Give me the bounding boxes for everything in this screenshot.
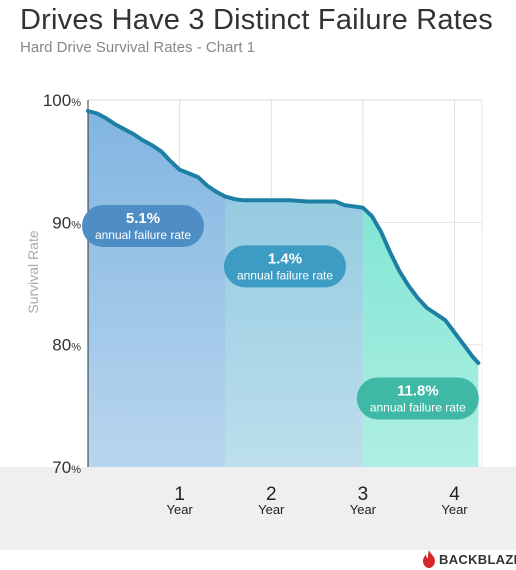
- brand-logo: BACKBLAZE: [422, 550, 516, 568]
- x-tick-unit: Year: [166, 502, 193, 517]
- chart-title: Drives Have 3 Distinct Failure Rates: [20, 4, 493, 36]
- region-label-pill-1: [81, 205, 204, 248]
- x-tick-number: 4: [449, 484, 460, 505]
- region-rate-sublabel: annual failure rate: [95, 228, 191, 242]
- flame-icon: [423, 550, 435, 568]
- y-tick-label: 70%: [52, 458, 81, 477]
- region-label-pill-2: [224, 245, 346, 288]
- chart-subtitle: Hard Drive Survival Rates - Chart 1: [20, 39, 256, 56]
- region-rate-sublabel: annual failure rate: [370, 400, 466, 414]
- x-tick-unit: Year: [258, 502, 285, 517]
- x-tick-number: 2: [266, 484, 277, 505]
- y-tick-label: 90%: [52, 213, 81, 232]
- y-tick-label: 80%: [52, 336, 81, 355]
- x-axis-band: [0, 467, 516, 550]
- y-axis-label: Survival Rate: [25, 230, 41, 313]
- region-rate-label: 11.8%: [397, 382, 439, 399]
- brand-name: BACKBLAZE: [439, 551, 516, 567]
- region-rate-label: 5.1%: [126, 210, 160, 227]
- x-tick-unit: Year: [350, 502, 377, 517]
- x-tick-number: 1: [174, 484, 185, 505]
- y-tick-labels: 100% 90% 80% 70%: [43, 91, 81, 477]
- x-tick-unit: Year: [441, 502, 468, 517]
- region-rate-sublabel: annual failure rate: [237, 268, 333, 282]
- series-lines: [86, 109, 481, 365]
- survival-line: [86, 109, 481, 365]
- y-tick-label: 100%: [43, 91, 81, 110]
- x-tick-number: 3: [358, 484, 369, 505]
- region-rate-label: 1.4%: [268, 250, 302, 267]
- region-label-pill-3: [356, 377, 479, 420]
